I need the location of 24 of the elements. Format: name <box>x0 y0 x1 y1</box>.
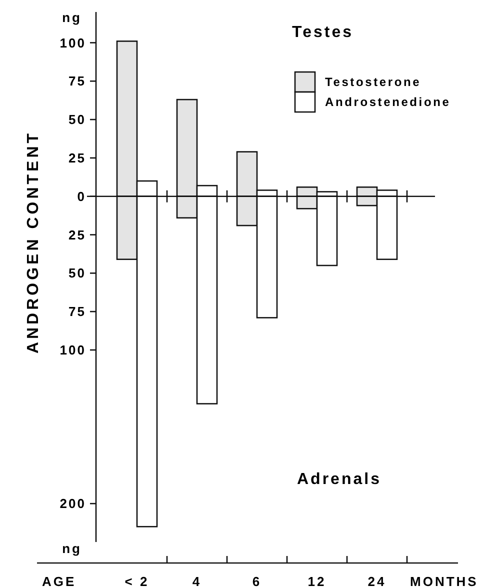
y-tick-label: 50 <box>68 112 86 128</box>
y-tick-label: 0 <box>77 188 86 204</box>
x-tick-label: 4 <box>192 574 202 588</box>
y-tick-label: 100 <box>60 35 86 50</box>
text: Adrenals <box>297 471 382 488</box>
x-tick-label: 12 <box>308 574 326 588</box>
text: Testes <box>292 24 354 41</box>
y-tick-label: 75 <box>68 74 86 89</box>
x-tick-label: < 2 <box>124 574 150 588</box>
y-tick-label: 200 <box>60 496 86 512</box>
y-tick-label: 100 <box>60 342 86 358</box>
text: ng <box>62 541 82 556</box>
y-axis-title: ANDROGEN CONTENT <box>25 130 42 354</box>
y-tick-label: 50 <box>68 266 86 281</box>
legend-label: Androstenedione <box>325 95 451 110</box>
text: MONTHS <box>410 574 478 588</box>
y-tick-label: 25 <box>68 150 86 166</box>
x-axis-title: AGE <box>42 574 76 588</box>
x-tick-label: 24 <box>368 574 386 588</box>
legend-label: Testosterone <box>325 75 422 90</box>
x-tick-label: 6 <box>252 574 262 588</box>
y-tick-label: 25 <box>68 227 86 242</box>
y-tick-label: 75 <box>68 304 86 320</box>
text: ng <box>62 10 82 25</box>
